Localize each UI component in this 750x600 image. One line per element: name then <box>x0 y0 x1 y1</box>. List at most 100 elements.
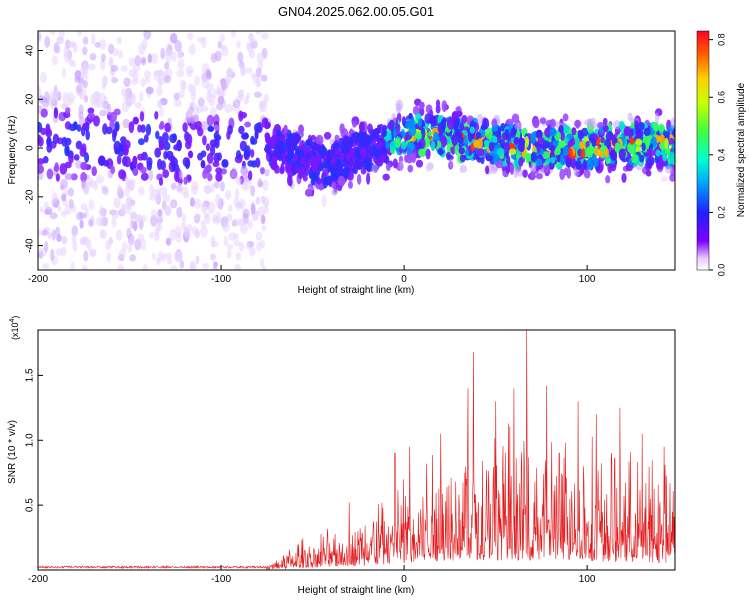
heatmap-cell <box>378 155 386 163</box>
heatmap-cell <box>662 153 667 162</box>
heatmap-cell <box>366 150 372 162</box>
heatmap-cell <box>550 156 556 164</box>
heatmap-cell <box>530 151 538 163</box>
heatmap-cell <box>544 164 550 174</box>
heatmap-cell <box>655 149 661 157</box>
heatmap-cell <box>514 122 523 130</box>
heatmap-cell <box>169 228 177 241</box>
x-tick-label: -200 <box>28 574 48 585</box>
heatmap-cell <box>287 153 293 165</box>
heatmap-cell <box>157 69 164 77</box>
heatmap-cell <box>238 110 244 122</box>
x-tick-label: 0 <box>401 274 407 285</box>
heatmap-cell <box>201 36 207 49</box>
heatmap-cell <box>336 158 342 168</box>
heatmap-cell <box>360 167 367 175</box>
heatmap-cell <box>303 162 311 170</box>
heatmap-cell <box>382 173 390 181</box>
heatmap-cell <box>181 213 187 223</box>
heatmap-cell <box>52 90 61 101</box>
heatmap-cell <box>585 140 590 149</box>
x-tick-label: 0 <box>401 574 407 585</box>
heatmap-cell <box>412 105 420 116</box>
heatmap-cell <box>240 165 248 176</box>
heatmap-cell <box>532 117 540 129</box>
heatmap-cell <box>73 121 78 131</box>
heatmap-cell <box>70 261 75 270</box>
heatmap-cell <box>565 157 572 168</box>
heatmap-cell <box>195 213 201 221</box>
heatmap-cell <box>121 101 130 113</box>
heatmap-cell <box>552 139 561 147</box>
heatmap-cell <box>317 164 324 172</box>
heatmap-cell <box>246 240 250 250</box>
heatmap-cell <box>566 167 572 179</box>
heatmap-cell <box>221 78 227 91</box>
heatmap-cell <box>205 69 211 76</box>
heatmap-cell <box>509 148 517 155</box>
heatmap-cell <box>164 205 172 217</box>
heatmap-cell <box>227 204 233 212</box>
heatmap-cell <box>140 78 146 88</box>
heatmap-cell <box>157 209 163 217</box>
heatmap-cell <box>173 98 182 108</box>
heatmap-cell <box>41 229 49 236</box>
heatmap-cell <box>145 86 154 95</box>
heatmap-cell <box>156 85 163 97</box>
heatmap-cell <box>182 191 190 199</box>
heatmap-cell <box>605 157 610 165</box>
heatmap-cell <box>513 136 520 144</box>
heatmap-cell <box>469 126 475 134</box>
y-tick-label: -40 <box>25 238 36 253</box>
heatmap-cell <box>124 187 130 197</box>
heatmap-cell <box>133 221 138 232</box>
heatmap-cell <box>235 252 242 261</box>
heatmap-cell <box>76 124 82 132</box>
heatmap-cell <box>89 53 97 61</box>
heatmap-cell <box>111 47 119 57</box>
heatmap-cell <box>123 156 131 168</box>
heatmap-cell <box>176 69 185 78</box>
heatmap-cell <box>135 214 143 223</box>
heatmap-cell <box>153 232 160 242</box>
heatmap-cell <box>425 164 432 172</box>
heatmap-cell <box>418 101 425 110</box>
heatmap-cell <box>115 229 123 241</box>
heatmap-cell <box>232 99 241 108</box>
heatmap-cell <box>187 174 192 181</box>
heatmap-cell <box>91 166 97 177</box>
heatmap-cell <box>203 184 212 194</box>
heatmap-cell <box>163 75 172 84</box>
heatmap-cell <box>132 155 138 167</box>
heatmap-cell <box>150 52 159 64</box>
heatmap-cell <box>187 32 194 41</box>
heatmap-cell <box>461 114 468 124</box>
heatmap-cell <box>255 196 261 205</box>
x-tick-label: 100 <box>579 274 596 285</box>
heatmap-cell <box>260 195 266 204</box>
heatmap-cell <box>188 43 196 56</box>
heatmap-cell <box>222 222 230 232</box>
heatmap-cell <box>40 72 47 84</box>
heatmap-cell <box>188 150 194 159</box>
heatmap-cell <box>83 250 89 262</box>
heatmap-cell <box>389 141 397 152</box>
heatmap-cell <box>93 180 99 192</box>
heatmap-cell <box>250 149 255 158</box>
heatmap-cell <box>189 197 195 208</box>
heatmap-cell <box>191 185 198 196</box>
heatmap-cell <box>127 180 135 192</box>
heatmap-cell <box>236 40 241 49</box>
heatmap-cell <box>234 263 242 270</box>
heatmap-cell <box>51 229 56 241</box>
heatmap-cell <box>602 125 609 133</box>
heatmap-cell <box>205 212 211 225</box>
heatmap-cell <box>162 169 170 179</box>
heatmap-cell <box>151 252 156 260</box>
heatmap-cell <box>476 113 484 125</box>
colorbar-label: Normalized spectral amplitude <box>736 82 747 217</box>
heatmap-cell <box>235 201 243 208</box>
heatmap-cell <box>635 127 641 136</box>
heatmap-cell <box>44 36 51 48</box>
